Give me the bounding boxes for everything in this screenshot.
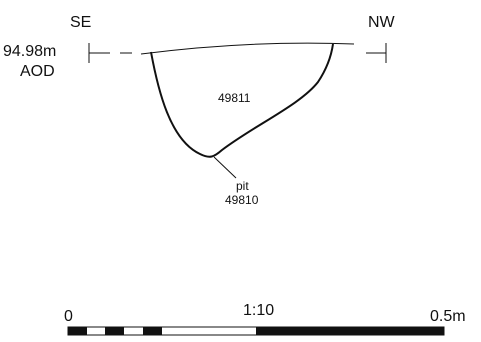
scale-segment-2: [105, 327, 124, 335]
scale-segment-4: [256, 327, 444, 335]
scale-ratio-label: 1:10: [243, 302, 274, 319]
datum-unit-label: AOD: [20, 63, 55, 80]
scale-segment-3: [143, 327, 162, 335]
scale-bar: [67, 326, 445, 336]
pit-label: pit: [236, 179, 249, 193]
pit-cut-profile: [150, 43, 334, 158]
scale-start-label: 0: [64, 308, 73, 325]
fill-context-label: 49811: [218, 91, 251, 105]
ground-surface-line: [140, 42, 355, 55]
orientation-label-nw: NW: [368, 14, 396, 31]
pit-leader-line: [213, 156, 237, 179]
pit-context-label: 49810: [225, 193, 259, 207]
scale-segment-1: [68, 327, 87, 335]
orientation-label-se: SE: [70, 14, 91, 31]
scale-end-label: 0.5m: [430, 308, 466, 325]
datum-level-label: 94.98m: [3, 43, 56, 60]
